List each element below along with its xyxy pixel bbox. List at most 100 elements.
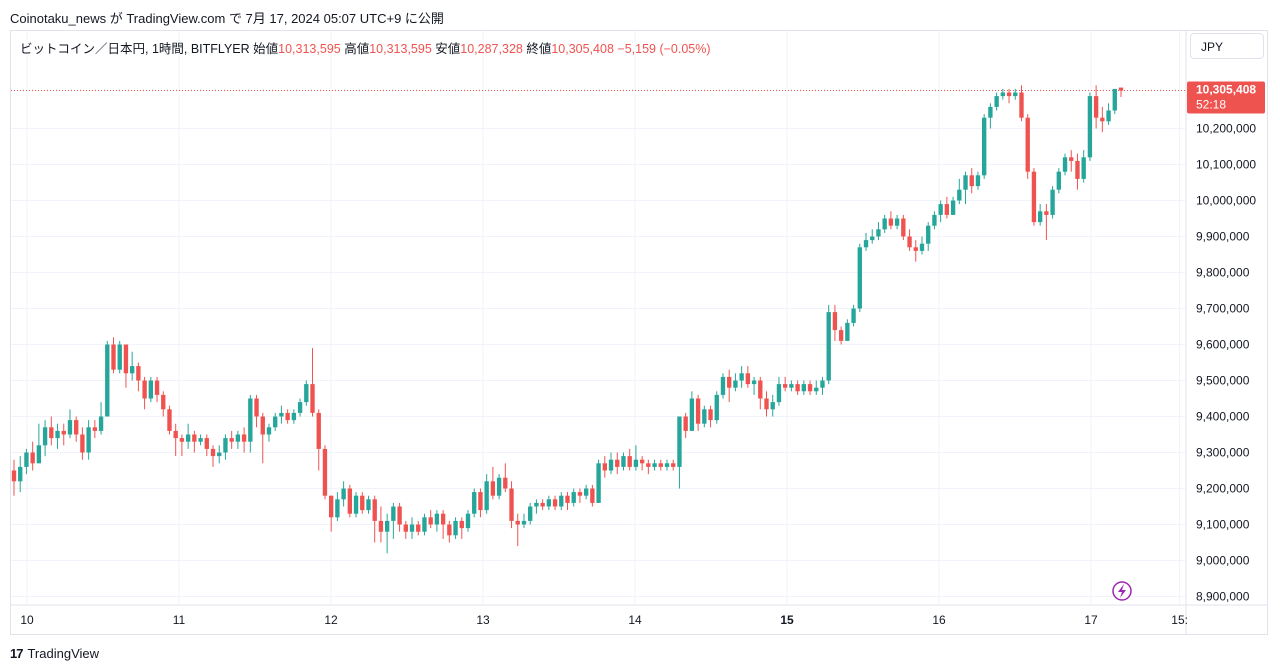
candle-body — [422, 517, 427, 532]
candle-body — [528, 506, 533, 521]
candle-body — [117, 344, 122, 370]
candle-body — [49, 427, 54, 439]
y-tick-label: 9,800,000 — [1196, 266, 1250, 280]
candle-body — [982, 117, 987, 176]
candle-body — [913, 247, 918, 251]
candle-body — [894, 218, 900, 226]
candle-body — [1037, 211, 1043, 223]
candle-body — [428, 517, 433, 525]
candle-body — [1013, 92, 1018, 97]
x-tick-label: 12 — [324, 613, 338, 627]
candle-body — [434, 513, 440, 525]
y-tick-label: 9,900,000 — [1196, 230, 1250, 244]
candle-body — [335, 499, 340, 518]
candle-body — [919, 243, 925, 251]
y-tick-label: 9,600,000 — [1196, 338, 1250, 352]
candle-body — [254, 398, 259, 417]
candle-body — [403, 524, 408, 532]
symbol-name[interactable]: ビットコイン／日本円, 1時間, BITFLYER — [20, 42, 250, 56]
candle-body — [496, 477, 502, 496]
x-tick-label: 11 — [173, 613, 186, 627]
candle-body — [235, 434, 241, 442]
candle-body — [179, 438, 185, 442]
candle-body — [217, 452, 222, 457]
candle-body — [814, 387, 819, 392]
candle-body — [1006, 92, 1012, 97]
candle-body — [975, 175, 981, 187]
y-tick-label: 9,700,000 — [1196, 302, 1250, 316]
candle-body — [1000, 92, 1006, 97]
candle-body — [534, 502, 539, 507]
candle-body — [515, 520, 520, 525]
candle-body — [590, 488, 595, 503]
candle-body — [55, 430, 60, 439]
candle-body — [552, 499, 558, 507]
candle-body — [74, 420, 79, 435]
candle-body — [621, 456, 626, 467]
candle-body — [459, 520, 464, 529]
candle-body — [733, 380, 738, 388]
x-tick-label: 16 — [932, 613, 946, 627]
y-tick-label: 9,300,000 — [1196, 446, 1250, 460]
candle-body — [870, 236, 875, 241]
candle-body — [1106, 110, 1111, 122]
candle-body — [1069, 157, 1074, 161]
candle-body — [503, 477, 508, 489]
y-tick-label: 10,000,000 — [1196, 194, 1256, 208]
candle-body — [863, 240, 869, 248]
candle-body — [652, 463, 657, 467]
tradingview-logo-icon[interactable]: 17 — [10, 646, 24, 661]
candle-body — [540, 502, 545, 507]
y-tick-label: 9,000,000 — [1196, 554, 1250, 568]
candle-body — [571, 492, 576, 503]
brand-name[interactable]: TradingView — [27, 646, 100, 661]
candle-body — [80, 434, 85, 453]
candle-body — [639, 459, 645, 464]
candle-body — [602, 463, 607, 471]
candle-body — [273, 416, 278, 428]
candle-body — [689, 398, 695, 431]
candle-body — [372, 499, 377, 521]
y-tick-label: 10,100,000 — [1196, 158, 1256, 172]
candle-body — [664, 463, 670, 467]
candle-body — [1081, 157, 1086, 179]
candle-body — [67, 420, 73, 435]
candle-body — [123, 344, 129, 374]
candle-body — [758, 380, 763, 399]
candle-body — [963, 175, 968, 190]
candle-body — [384, 520, 390, 532]
low-label: 安値 — [435, 42, 461, 56]
candle-body — [938, 204, 943, 215]
candle-body — [789, 384, 794, 388]
candle-body — [167, 409, 172, 431]
candle-body — [1050, 189, 1055, 215]
candle-body — [1044, 211, 1049, 215]
candle-body — [988, 106, 993, 118]
candle-body — [720, 376, 726, 395]
candle-body — [615, 459, 620, 467]
candle-body — [770, 402, 775, 410]
candle-body — [148, 380, 153, 399]
candle-body — [559, 495, 564, 507]
candle-body — [416, 524, 421, 532]
candle-body — [92, 427, 98, 431]
candle-body — [795, 384, 800, 392]
lightning-icon[interactable] — [1112, 581, 1132, 601]
candle-body — [347, 488, 353, 514]
candle-body — [801, 384, 807, 392]
candle-body — [702, 409, 707, 424]
candle-body — [776, 384, 782, 403]
currency-button[interactable]: JPY — [1190, 33, 1264, 59]
candle-body — [677, 416, 682, 467]
high-label: 高値 — [344, 42, 370, 56]
candle-body — [888, 218, 894, 226]
candle-body — [98, 416, 104, 431]
candle-body — [695, 398, 701, 424]
candle-body — [944, 204, 950, 215]
candle-body — [291, 412, 297, 421]
candle-body — [248, 398, 253, 442]
candle-body — [745, 373, 751, 385]
candle-body — [565, 495, 570, 503]
candle-body — [1100, 117, 1105, 122]
